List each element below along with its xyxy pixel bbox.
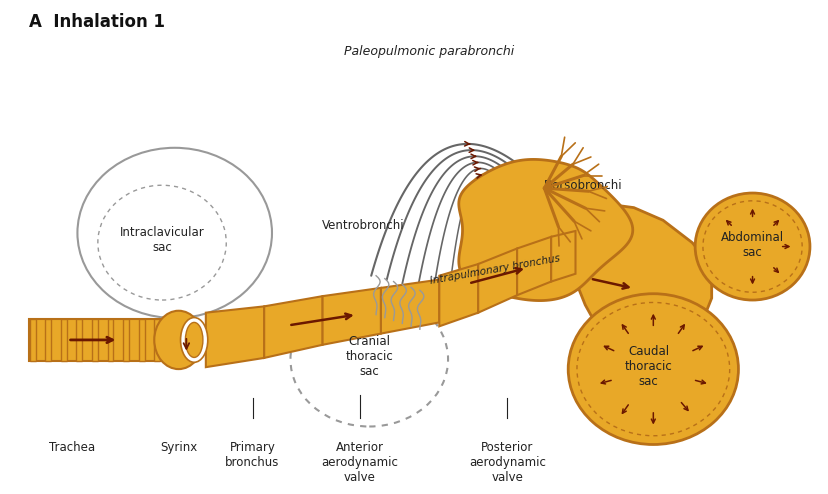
- Ellipse shape: [185, 323, 203, 358]
- Ellipse shape: [567, 294, 738, 445]
- Ellipse shape: [695, 193, 809, 300]
- Bar: [60, 319, 66, 361]
- Bar: [138, 319, 144, 361]
- Text: Posterior
aerodynamic
valve: Posterior aerodynamic valve: [469, 441, 545, 484]
- Text: Ventrobronchi: Ventrobronchi: [322, 219, 404, 232]
- Text: Cranial
thoracic
sac: Cranial thoracic sac: [345, 335, 392, 378]
- Text: Intraclavicular
sac: Intraclavicular sac: [119, 226, 205, 254]
- Polygon shape: [205, 306, 264, 367]
- Polygon shape: [29, 319, 161, 361]
- Polygon shape: [478, 248, 517, 313]
- Bar: [123, 319, 129, 361]
- Text: Abdominal
sac: Abdominal sac: [720, 231, 783, 258]
- Text: Dorsobronchi: Dorsobronchi: [544, 179, 623, 192]
- Polygon shape: [551, 231, 575, 282]
- Polygon shape: [322, 288, 381, 345]
- Text: Caudal
thoracic
sac: Caudal thoracic sac: [623, 345, 672, 388]
- Text: Intrapulmonary bronchus: Intrapulmonary bronchus: [429, 254, 561, 287]
- Text: Primary
bronchus: Primary bronchus: [225, 441, 279, 469]
- Polygon shape: [381, 280, 439, 333]
- Bar: [30, 319, 36, 361]
- Text: A  Inhalation 1: A Inhalation 1: [29, 13, 165, 31]
- Bar: [76, 319, 82, 361]
- Bar: [154, 319, 160, 361]
- Text: Anterior
aerodynamic
valve: Anterior aerodynamic valve: [320, 441, 397, 484]
- Bar: [108, 319, 113, 361]
- Ellipse shape: [181, 318, 208, 362]
- Polygon shape: [517, 237, 551, 295]
- Bar: [46, 319, 51, 361]
- Polygon shape: [571, 204, 710, 352]
- Text: Trachea: Trachea: [49, 441, 94, 454]
- Polygon shape: [439, 264, 478, 327]
- Text: Paleopulmonic parabronchi: Paleopulmonic parabronchi: [344, 45, 514, 58]
- Ellipse shape: [154, 311, 203, 369]
- Polygon shape: [264, 296, 322, 358]
- Bar: [92, 319, 98, 361]
- Polygon shape: [458, 160, 632, 300]
- Text: Syrinx: Syrinx: [160, 441, 197, 454]
